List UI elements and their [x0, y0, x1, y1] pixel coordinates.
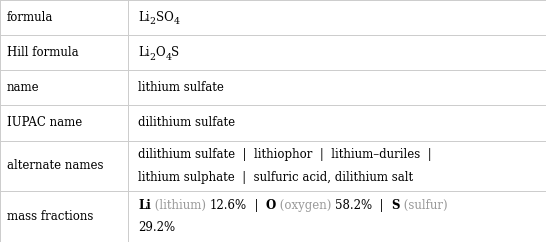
Text: dilithium sulfate: dilithium sulfate — [138, 116, 235, 129]
Text: lithium sulfate: lithium sulfate — [138, 81, 224, 94]
Text: (oxygen): (oxygen) — [276, 199, 335, 212]
Text: SO: SO — [156, 11, 174, 24]
Text: O: O — [156, 46, 165, 59]
Text: 29.2%: 29.2% — [138, 221, 175, 234]
Text: name: name — [7, 81, 39, 94]
Text: alternate names: alternate names — [7, 159, 103, 172]
Text: formula: formula — [7, 11, 53, 24]
Text: S: S — [391, 199, 400, 212]
Text: IUPAC name: IUPAC name — [7, 116, 82, 129]
Text: 2: 2 — [150, 53, 156, 61]
Text: Li: Li — [138, 199, 151, 212]
Text: |: | — [372, 199, 391, 212]
Text: Hill formula: Hill formula — [7, 46, 78, 59]
Text: (sulfur): (sulfur) — [400, 199, 447, 212]
Text: 58.2%: 58.2% — [335, 199, 372, 212]
Text: |: | — [247, 199, 266, 212]
Text: S: S — [171, 46, 180, 59]
Text: lithium sulphate  |  sulfuric acid, dilithium salt: lithium sulphate | sulfuric acid, dilith… — [138, 171, 413, 183]
Text: 12.6%: 12.6% — [210, 199, 247, 212]
Text: dilithium sulfate  |  lithiophor  |  lithium–duriles  |: dilithium sulfate | lithiophor | lithium… — [138, 148, 432, 161]
Text: 2: 2 — [150, 17, 156, 26]
Text: O: O — [266, 199, 276, 212]
Text: mass fractions: mass fractions — [7, 210, 93, 223]
Text: 4: 4 — [174, 17, 180, 26]
Text: Li: Li — [138, 11, 150, 24]
Text: 4: 4 — [165, 53, 171, 61]
Text: (lithium): (lithium) — [151, 199, 210, 212]
Text: Li: Li — [138, 46, 150, 59]
